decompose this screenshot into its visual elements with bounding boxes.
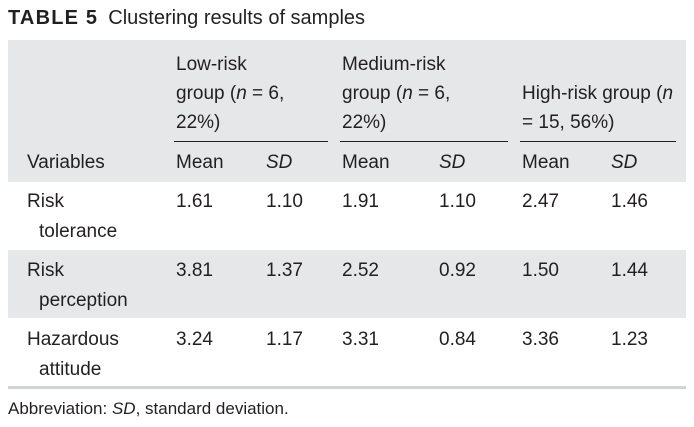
value-cell: 3.31 [342,329,379,350]
header-background [8,40,686,182]
table-bottom-rule [8,386,686,389]
value-cell: 3.81 [176,260,213,281]
value-cell: 0.84 [439,329,476,350]
row-label-line1: Risk [27,191,64,212]
value-cell: 1.91 [342,191,379,212]
row-label-line2: perception [39,290,128,311]
value-cell: 1.10 [439,191,476,212]
value-cell: 1.44 [611,260,648,281]
value-cell: 2.47 [522,191,559,212]
group-header-high: High-risk group (n = 15, 56%) [522,83,674,133]
table-caption: TABLE 5 Clustering results of samples [8,6,365,30]
row-label-line2: attitude [39,359,102,380]
mean-header: Mean [176,152,224,173]
variables-header: Variables [27,152,105,173]
group-header-medium: Medium-risk group (n = 6, 22%) [342,54,451,133]
row-label-line1: Risk [27,260,64,281]
value-cell: 1.50 [522,260,559,281]
data-table: Low-risk group (n = 6, 22%) Medium-risk … [8,40,686,389]
value-cell: 1.17 [266,329,303,350]
value-cell: 1.61 [176,191,213,212]
table-footnote: Abbreviation: SD, standard deviation. [8,399,289,418]
value-cell: 3.36 [522,329,559,350]
value-cell: 1.10 [266,191,303,212]
sd-header: SD [266,152,293,173]
value-cell: 2.52 [342,260,379,281]
table-number: TABLE 5 [8,7,99,29]
value-cell: 0.92 [439,260,476,281]
mean-header: Mean [522,152,570,173]
value-cell: 3.24 [176,329,213,350]
group-rule-high [520,141,676,142]
row-background-shaded [8,250,686,318]
row-label-line2: tolerance [39,221,118,242]
row-label-line1: Hazardous [27,329,119,350]
group-rule-medium [340,141,508,142]
value-cell: 1.37 [266,260,303,281]
sd-header: SD [439,152,466,173]
group-rule-low [174,141,328,142]
sd-header: SD [611,152,638,173]
group-header-low: Low-risk group (n = 6, 22%) [176,54,285,133]
mean-header: Mean [342,152,390,173]
value-cell: 1.23 [611,329,648,350]
value-cell: 1.46 [611,191,648,212]
table-title: Clustering results of samples [108,7,366,29]
